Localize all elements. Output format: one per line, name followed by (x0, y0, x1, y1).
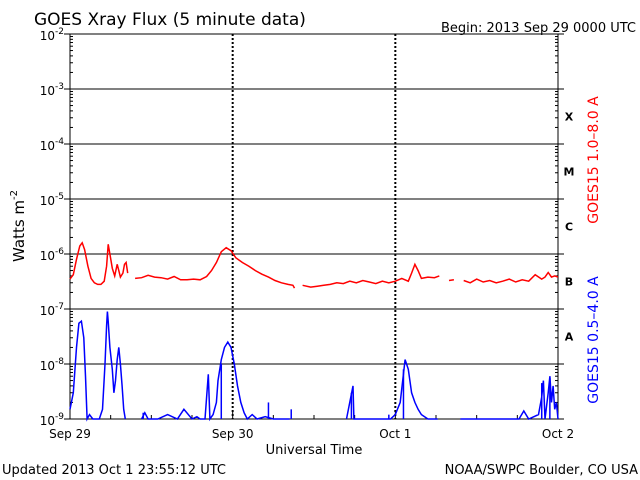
x-tick-labels: Sep 29 Sep 30 Oct 1 Oct 2 (49, 427, 574, 441)
y-tick-exponent: -8 (55, 357, 64, 367)
y-tick-base: 10 (40, 84, 55, 98)
y-tick-exponent: -9 (55, 412, 64, 422)
y-tick-base: 10 (40, 194, 55, 208)
y-tick-exponent: -6 (55, 247, 64, 257)
legend-series-long: GOES15 1.0–8.0 A (586, 96, 602, 224)
y-tick-exponent: -2 (55, 27, 64, 37)
plot-frame (69, 33, 559, 420)
y-axis-label-text: Watts m (10, 200, 28, 262)
flare-class-label: C (565, 221, 573, 234)
x-tick-label: Oct 2 (542, 427, 574, 441)
x-axis-label: Universal Time (266, 443, 363, 458)
y-tick-base: 10 (40, 139, 55, 153)
series-layer (69, 241, 559, 422)
footer-updated: Updated 2013 Oct 1 23:55:12 UTC (2, 463, 226, 478)
flare-class-label: B (565, 276, 573, 289)
y-tick-base: 10 (40, 414, 55, 428)
y-tick-label: 10-5 (40, 192, 64, 208)
flare-class-label: X (565, 111, 574, 124)
y-tick-exponent: -5 (55, 192, 64, 202)
y-tick-base: 10 (40, 359, 55, 373)
footer-credit: NOAA/SWPC Boulder, CO USA (445, 463, 638, 478)
y-tick-exponent: -7 (55, 302, 64, 312)
grid-layer (64, 33, 564, 420)
y-tick-label: 10-7 (40, 302, 64, 318)
y-tick-base: 10 (40, 29, 55, 43)
x-tick-label: Sep 29 (49, 427, 91, 441)
flare-class-labels: X M C B A (564, 111, 575, 344)
y-axis-label-exponent: -2 (9, 190, 20, 200)
y-tick-exponent: -3 (55, 82, 64, 92)
plot-area (64, 33, 564, 422)
y-tick-labels: 10-210-310-410-510-610-710-810-9 (40, 27, 65, 428)
chart-title: GOES Xray Flux (5 minute data) (34, 10, 306, 30)
y-tick-exponent: -4 (55, 137, 64, 147)
short-channel-flux-line (69, 311, 559, 422)
y-tick-base: 10 (40, 249, 55, 263)
y-tick-label: 10-2 (40, 27, 64, 43)
y-tick-label: 10-6 (40, 247, 65, 263)
legend-series-short: GOES15 0.5–4.0 A (586, 276, 602, 404)
long-channel-flux-line (69, 241, 559, 289)
begin-label: Begin: 2013 Sep 29 0000 UTC (441, 21, 636, 36)
y-tick-label: 10-4 (40, 137, 65, 153)
y-axis-label: Watts m-2 (9, 190, 28, 262)
x-tick-label: Sep 30 (212, 427, 254, 441)
flare-class-label: M (564, 166, 575, 179)
flare-class-label: A (565, 331, 574, 344)
y-tick-label: 10-9 (40, 412, 65, 428)
y-tick-base: 10 (40, 304, 55, 318)
y-tick-label: 10-3 (40, 82, 64, 98)
y-tick-label: 10-8 (40, 357, 65, 373)
x-tick-label: Oct 1 (379, 427, 411, 441)
